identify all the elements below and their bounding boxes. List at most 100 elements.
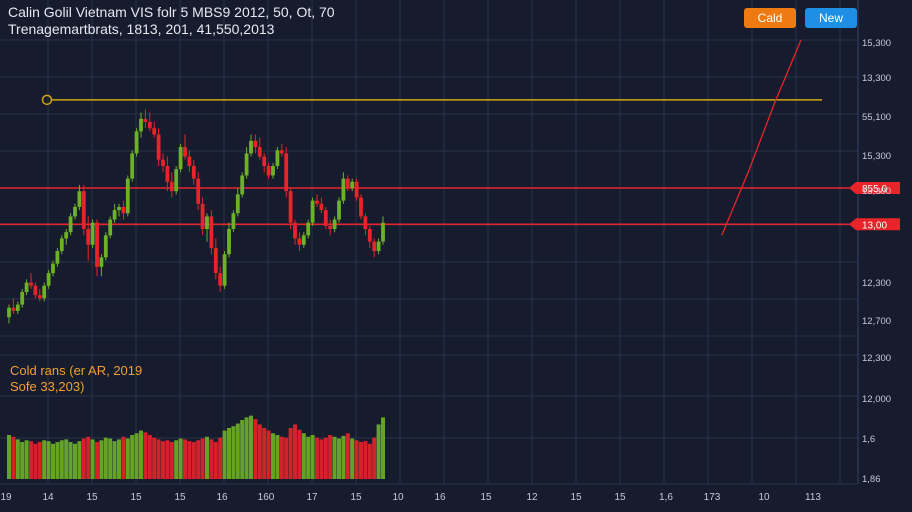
volume-bar [174,440,179,479]
candle-body [42,285,47,299]
volume-bar [381,417,385,479]
candle-body [205,216,209,229]
volume-bar [376,424,381,479]
candle-body [174,169,179,192]
volume-bar [191,442,196,479]
price-axis-label: 12,300 [862,278,891,289]
volume-bar [262,427,267,479]
volume-bar [81,438,86,479]
candle-body [130,153,135,179]
candle-body [306,222,311,236]
candle-body [200,203,205,229]
candle-body [359,197,363,217]
candle-body [275,150,280,166]
candle-body [297,238,302,245]
volume-bar [332,436,337,479]
x-axis-label: 10 [392,492,404,503]
candle-body [15,304,20,311]
candle-body [218,273,223,286]
volume-bar [231,426,236,479]
volume-bar [117,439,121,479]
volume-bar [350,438,355,479]
volume-bar [310,435,315,479]
price-axis-label: 12,700 [862,316,891,327]
volume-bar [288,427,293,479]
volume-bar [337,438,341,479]
candle-body [293,222,297,239]
volume-bar [143,432,148,479]
volume-bar [240,420,245,479]
candle-body [29,282,33,286]
volume-bar [266,430,271,479]
volume-bar [90,439,95,479]
candle-body [7,307,11,318]
price-axis-label: 13,300 [862,73,891,84]
volume-bar [42,440,47,479]
candle-body [37,295,42,299]
x-axis-label: 10 [758,492,770,503]
candle-body [363,216,368,229]
volume-bar [359,442,363,479]
volume-bar [183,439,187,479]
candle-body [284,153,289,192]
candle-body [77,191,82,207]
candle-body [121,206,126,214]
x-axis-label: 15 [86,492,98,503]
candle-body [156,134,161,160]
volume-bar [306,436,311,479]
candle-body [332,219,337,229]
candle-body [59,238,64,252]
candle-body [271,166,275,176]
candle-body [20,292,25,305]
candle-body [125,178,130,214]
x-axis-label: 16 [216,492,228,503]
candle-body [266,166,271,176]
volume-axis-label: 1,86 [862,474,881,485]
volume-bar [139,430,143,479]
volume-bar [284,437,289,479]
volume-bar [11,436,16,479]
volume-bar [271,433,275,479]
candle-body [249,140,253,154]
volume-bar [218,437,223,479]
candle-body [323,210,328,226]
volume-bar [301,433,306,479]
volume-bar [187,441,192,479]
volume-bar [169,442,174,479]
price-axis-label: 15,300 [862,38,891,49]
candle-body [134,131,139,154]
volume-bar [249,415,253,479]
volume-bar [341,435,346,479]
x-axis-label: 15 [570,492,582,503]
price-axis-label: 15,300 [862,151,891,162]
volume-bar [323,437,328,479]
candle-body [288,191,293,223]
candle-body [183,147,187,157]
candle-body [354,181,359,198]
volume-bar [108,438,113,479]
price-axis-label: 13,300 [862,186,891,197]
chart-title: Calin Golil Vietnam VIS folr 5 MBS9 2012… [8,4,335,20]
candle-body [381,222,385,242]
volume-bar [125,438,130,479]
volume-bar [152,437,157,479]
cald-button[interactable]: Cald [744,8,796,28]
chart-subtitle: Trenagemartbrats, 1813, 201, 41,550,2013 [8,21,275,37]
volume-bar [29,441,33,479]
volume-bar [20,442,25,479]
volume-bar [257,424,262,479]
volume-bar [178,438,183,479]
volume-panel-sublabel: Sofe 33,203) [10,379,85,394]
candle-body [213,247,218,274]
volume-bar [147,435,152,479]
volume-bar [297,429,302,479]
candle-body [81,191,86,229]
candle-body [337,200,341,220]
new-button[interactable]: New [805,8,857,28]
candle-body [64,232,69,239]
volume-bar [372,437,377,479]
candle-body [95,222,99,267]
candle-body [55,251,60,264]
volume-bar [15,439,20,479]
